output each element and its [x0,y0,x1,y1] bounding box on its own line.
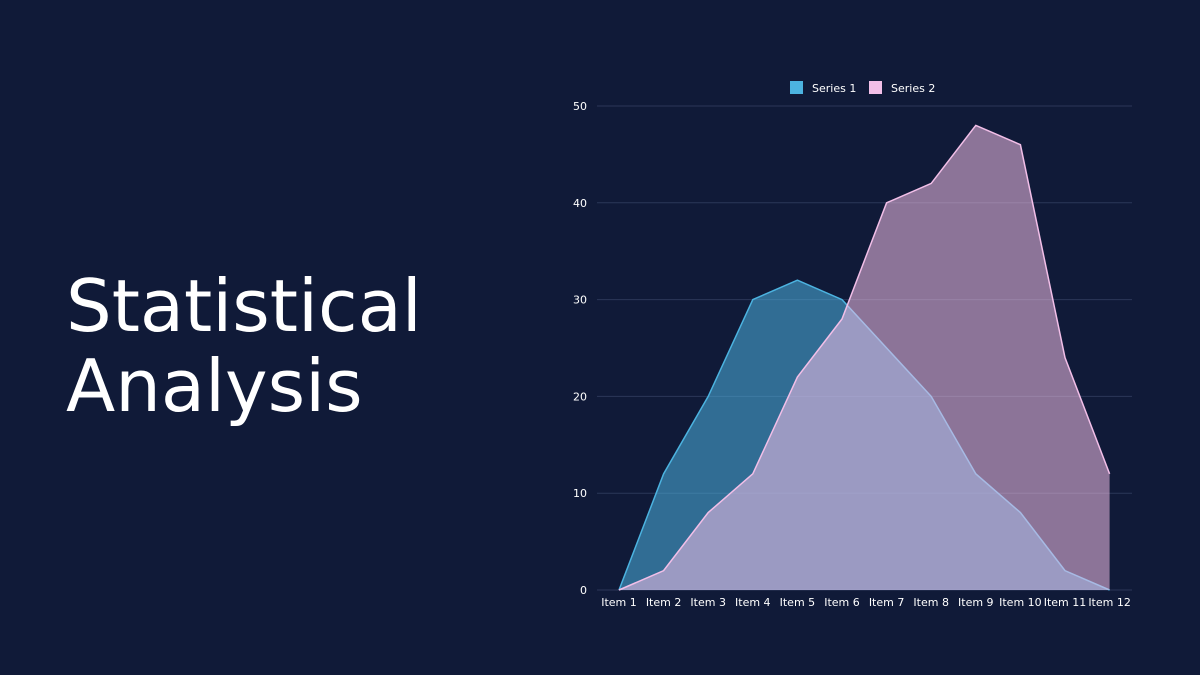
legend-swatch-series-1 [790,81,803,94]
y-tick-label: 10 [573,487,587,500]
area-series-2 [619,125,1110,591]
x-tick-label: Item 3 [690,596,726,609]
x-tick-label: Item 4 [735,596,771,609]
x-tick-label: Item 2 [646,596,682,609]
x-tick-label: Item 9 [958,596,994,609]
x-axis-ticks: Item 1 Item 2 Item 3 Item 4 Item 5 Item 6 Item… [601,596,1131,609]
legend-swatch-series-2 [869,81,882,94]
x-tick-label: Item 8 [913,596,949,609]
legend-label-series-2: Series 2 [891,82,935,95]
x-tick-label: Item 11 [1044,596,1087,609]
y-tick-label: 20 [573,390,587,403]
y-tick-label: 40 [573,197,587,210]
x-tick-label: Item 6 [824,596,860,609]
y-tick-label: 0 [580,584,587,597]
line-series-2 [618,124,1111,591]
page-title: Statistical Analysis [66,266,422,426]
chart-areas [618,124,1111,591]
y-tick-label: 30 [573,294,587,307]
title-line-1: Statistical [66,264,422,348]
title-line-2: Analysis [66,344,363,428]
legend: Series 1 Series 2 [790,81,935,95]
y-tick-label: 50 [573,100,587,113]
x-tick-label: Item 10 [999,596,1042,609]
x-tick-label: Item 1 [601,596,637,609]
x-tick-label: Item 5 [780,596,816,609]
x-tick-label: Item 7 [869,596,905,609]
x-tick-label: Item 12 [1088,596,1131,609]
legend-label-series-1: Series 1 [812,82,856,95]
y-axis-ticks: 0 10 20 30 40 50 [573,100,587,597]
